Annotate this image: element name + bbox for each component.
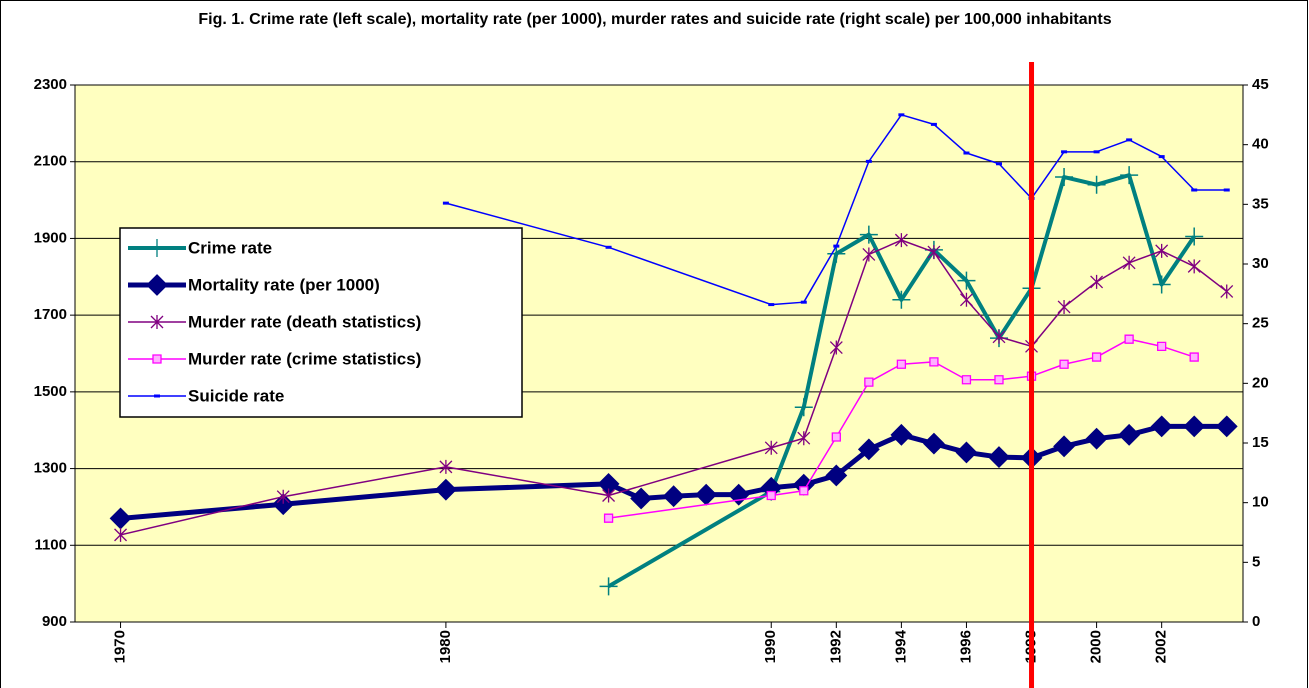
x-tick-label: 2000 xyxy=(1088,630,1105,663)
y-tick-label: 1500 xyxy=(34,383,67,400)
x-tick-label: 1970 xyxy=(112,630,129,663)
marker xyxy=(1087,175,1106,194)
marker xyxy=(1122,255,1136,270)
marker xyxy=(961,375,972,385)
x-tick-label: 1996 xyxy=(957,630,974,663)
legend-marker xyxy=(148,239,166,257)
y2-tick-label: 45 xyxy=(1252,76,1269,93)
marker xyxy=(862,247,876,262)
y-tick-label: 900 xyxy=(42,613,67,630)
marker xyxy=(1157,341,1167,351)
marker xyxy=(1057,299,1071,314)
marker xyxy=(957,271,976,290)
y2-tick-label: 25 xyxy=(1252,315,1269,332)
marker xyxy=(892,290,911,309)
marker xyxy=(799,486,809,496)
y2-tick-label: 35 xyxy=(1252,195,1269,212)
y2-tick-label: 20 xyxy=(1252,374,1269,391)
marker xyxy=(857,438,880,461)
marker xyxy=(829,340,843,355)
marker xyxy=(1118,423,1141,446)
marker xyxy=(1220,284,1234,299)
x-tick-label: 1994 xyxy=(892,629,909,663)
marker xyxy=(1183,415,1206,438)
marker xyxy=(894,233,908,248)
marker xyxy=(439,459,453,474)
chart-title: Fig. 1. Crime rate (left scale), mortali… xyxy=(198,11,1112,28)
marker xyxy=(994,375,1004,385)
y-tick-label: 2300 xyxy=(34,76,67,93)
marker xyxy=(1150,415,1173,438)
marker xyxy=(662,485,685,508)
marker xyxy=(434,478,457,501)
marker xyxy=(1091,352,1102,362)
marker xyxy=(764,440,778,455)
legend-label: Murder rate (crime statistics) xyxy=(188,349,421,368)
marker xyxy=(276,489,290,504)
marker xyxy=(959,292,973,307)
marker xyxy=(1053,435,1075,458)
marker xyxy=(630,487,653,510)
marker xyxy=(929,357,939,367)
marker xyxy=(827,244,846,263)
marker xyxy=(1215,415,1238,438)
marker xyxy=(794,398,813,417)
marker xyxy=(988,446,1010,468)
marker xyxy=(859,225,878,244)
marker xyxy=(1059,359,1069,369)
legend-label: Crime rate xyxy=(188,238,272,257)
marker xyxy=(1152,275,1171,294)
marker xyxy=(1187,259,1201,274)
legend-marker xyxy=(150,315,164,329)
y-tick-label: 1700 xyxy=(34,306,67,323)
marker xyxy=(602,488,616,503)
legend-marker xyxy=(152,354,162,364)
legend-label: Mortality rate (per 1000) xyxy=(188,275,380,294)
legend-label: Suicide rate xyxy=(188,386,284,405)
marker xyxy=(831,432,841,442)
marker xyxy=(1155,243,1169,258)
marker xyxy=(599,577,618,596)
marker xyxy=(864,377,874,387)
y2-tick-label: 5 xyxy=(1252,553,1260,570)
marker xyxy=(797,431,811,446)
marker xyxy=(272,493,295,516)
marker xyxy=(1124,334,1134,344)
y-tick-label: 1900 xyxy=(34,229,67,246)
legend-marker xyxy=(146,274,168,296)
y-tick-label: 1100 xyxy=(34,536,67,553)
y-tick-label: 2100 xyxy=(34,153,67,170)
legend-label: Murder rate (death statistics) xyxy=(188,312,421,331)
marker xyxy=(1185,227,1204,246)
marker xyxy=(1055,168,1074,187)
marker xyxy=(922,432,945,455)
legend-box xyxy=(119,227,523,418)
y2-tick-label: 15 xyxy=(1252,434,1269,451)
marker xyxy=(890,423,913,446)
y-tick-label: 1300 xyxy=(34,460,67,477)
marker xyxy=(955,441,978,464)
marker xyxy=(114,527,128,542)
x-tick-label: 2002 xyxy=(1153,630,1170,663)
marker xyxy=(603,513,614,523)
x-tick-label: 1992 xyxy=(827,630,844,663)
marker xyxy=(927,245,941,260)
marker xyxy=(1090,274,1104,289)
y2-tick-label: 30 xyxy=(1252,255,1269,272)
marker xyxy=(766,490,776,501)
marker xyxy=(896,359,907,369)
marker xyxy=(1085,427,1108,450)
y2-tick-label: 10 xyxy=(1252,494,1269,511)
y2-tick-label: 40 xyxy=(1252,136,1269,153)
y2-tick-label: 0 xyxy=(1252,613,1260,630)
x-tick-label: 1980 xyxy=(437,630,454,663)
marker xyxy=(1120,166,1139,185)
marker xyxy=(992,329,1006,344)
marker xyxy=(825,464,848,487)
marker xyxy=(1189,352,1199,362)
x-tick-label: 1990 xyxy=(762,630,779,663)
